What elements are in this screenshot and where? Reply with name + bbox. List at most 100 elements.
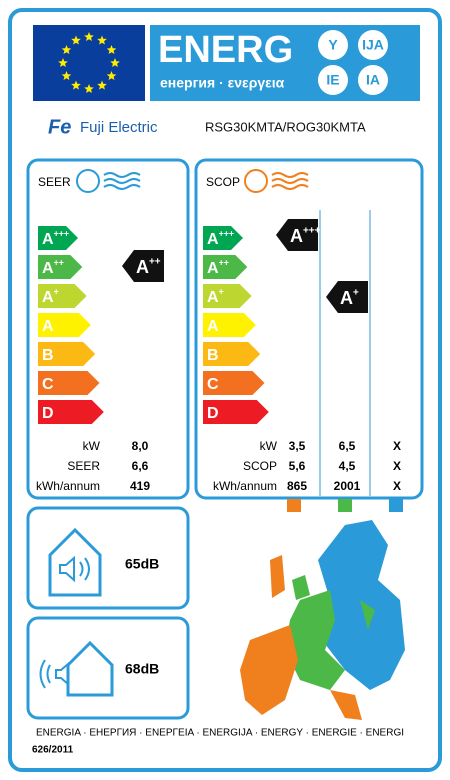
class-letter: B [42,347,54,364]
badge [358,65,388,95]
row-value: X [393,479,401,493]
row-value: 8,0 [132,439,149,453]
speaker-icon [39,659,69,689]
class-letter: D [42,405,54,422]
class-label: A [42,318,54,335]
outdoor-noise: 68dB [125,661,159,677]
zone-cold [389,499,403,512]
scale-arrow [203,400,269,424]
row-label: kWh/annum [213,479,277,493]
class-label: A+ [340,287,359,307]
scale-arrow [38,255,83,279]
cooling-panel [26,158,190,500]
row-value: 6,6 [132,459,149,473]
badge [318,30,348,60]
class-sup: +++ [54,229,69,239]
class-label: A+ [207,287,224,307]
class-letter: A [42,289,54,306]
badge-text: IA [366,72,380,88]
scale-arrow [38,313,91,337]
row-value: 419 [130,479,150,493]
scale-arrow [203,371,265,395]
badge-text: IE [326,72,339,88]
star [71,80,81,90]
row-value: 5,6 [289,459,306,473]
row-value: 4,5 [339,459,356,473]
class-sup: + [219,287,224,297]
cooling-label: SEER [38,175,71,189]
eu-stars [58,32,120,93]
scale-arrow [38,371,100,395]
footer-languages: ENERGIA · ЕНЕРГИЯ · ΕΝΕΡΓΕΙΑ · ENERGIJA … [36,728,404,739]
header-subtitle: енергия · ενεργεια [160,75,285,91]
class-sup: + [353,287,359,298]
row-label: SEER [67,459,100,473]
model: RSG30KMTA/ROG30KMTA [205,119,366,134]
row-value: X [393,459,401,473]
class-label: C [207,376,219,393]
class-sup: ++ [54,258,64,268]
star [106,71,117,80]
class-letter: A [42,318,54,335]
class-sup: ++ [219,258,229,268]
row-value: 865 [287,479,307,493]
class-letter: A [207,318,219,335]
class-sup: ++ [149,256,161,267]
class-sup: +++ [303,225,321,236]
row-label: SCOP [243,459,277,473]
class-letter: C [42,376,54,393]
footer-regulation: 626/2011 [32,745,74,756]
class-label: A+++ [207,229,234,249]
class-label: B [207,347,219,364]
badge [318,65,348,95]
class-letter: A [207,289,219,306]
class-sup: +++ [219,229,234,239]
class-label: B [42,347,54,364]
scale-arrow [38,400,104,424]
class-label: A+ [42,287,59,307]
star [84,84,94,93]
scale-arrow [38,226,78,250]
fan-icon [244,169,309,193]
rating-arrow [326,281,368,313]
scale-arrow [203,342,261,366]
badge [358,30,388,60]
class-label: A+++ [290,225,321,245]
class-letter: C [207,376,219,393]
class-sup: + [54,287,59,297]
heating-panel [194,158,424,500]
class-letter: A [207,260,219,277]
rating-arrow [122,250,164,282]
class-label: D [42,405,54,422]
star [58,58,68,67]
class-letter: A [290,226,303,246]
row-label: kWh/annum [36,479,100,493]
indoor-icon [48,527,102,597]
star [84,32,94,41]
star [97,35,107,45]
brand: Fuji Electric [80,119,158,136]
scale-arrow [203,313,256,337]
class-letter: A [340,288,353,308]
class-letter: A [207,231,219,248]
indoor-noise-panel [26,506,190,610]
header-badges: Y IJA IE IA [318,30,388,95]
row-value: 2001 [334,479,361,493]
scale-arrow [38,284,87,308]
header-title: ENERG [158,29,293,71]
class-label: A++ [207,258,229,278]
row-value: 6,5 [339,439,356,453]
outdoor-icon [66,640,114,697]
row-value: X [393,439,401,453]
class-label: A++ [136,256,161,276]
heating-label: SCOP [206,175,240,189]
brand-logo: Fe [48,116,71,138]
fan-icon [76,169,141,193]
class-letter: A [136,257,149,277]
class-letter: D [207,405,219,422]
scale-arrow [203,284,252,308]
scale-arrow [38,342,96,366]
rating-arrow [276,219,318,251]
star [97,80,107,90]
